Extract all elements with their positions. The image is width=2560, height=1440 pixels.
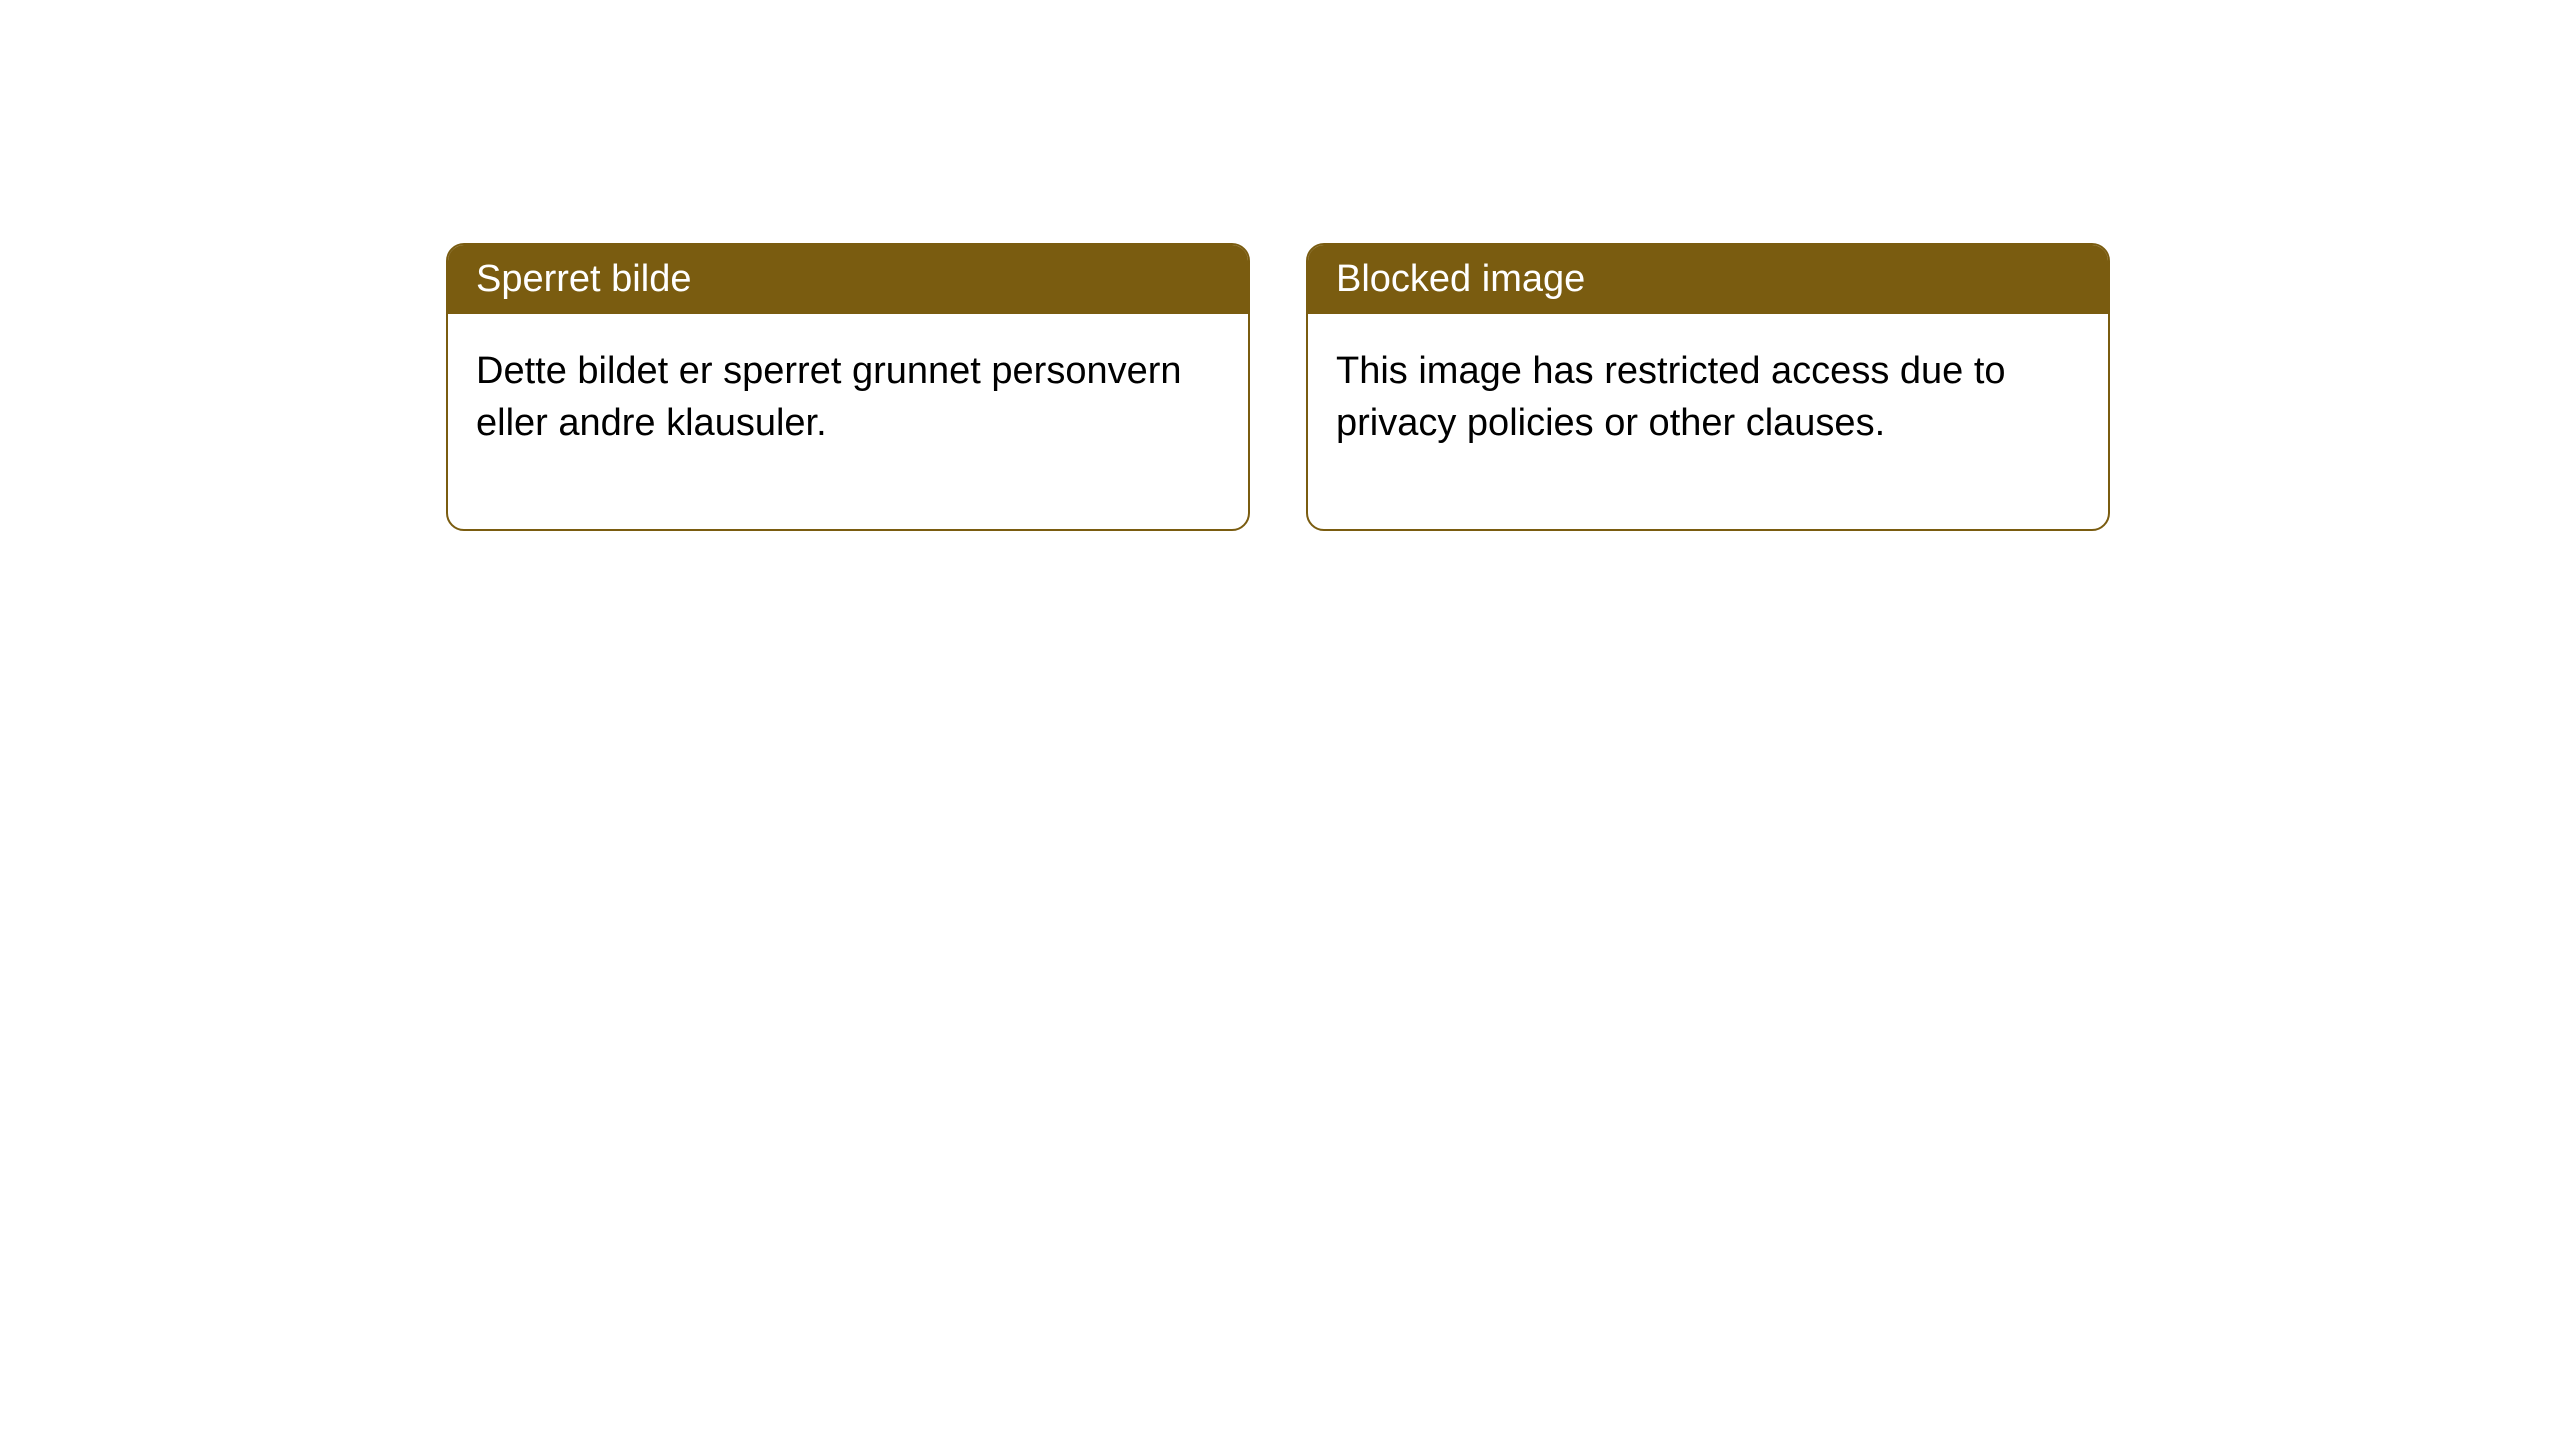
- notice-card-title: Sperret bilde: [448, 245, 1248, 314]
- notice-card-body: Dette bildet er sperret grunnet personve…: [448, 314, 1248, 529]
- notice-card-english: Blocked image This image has restricted …: [1306, 243, 2110, 531]
- notice-card-norwegian: Sperret bilde Dette bildet er sperret gr…: [446, 243, 1250, 531]
- notice-card-body: This image has restricted access due to …: [1308, 314, 2108, 529]
- notice-container: Sperret bilde Dette bildet er sperret gr…: [0, 0, 2560, 531]
- notice-card-title: Blocked image: [1308, 245, 2108, 314]
